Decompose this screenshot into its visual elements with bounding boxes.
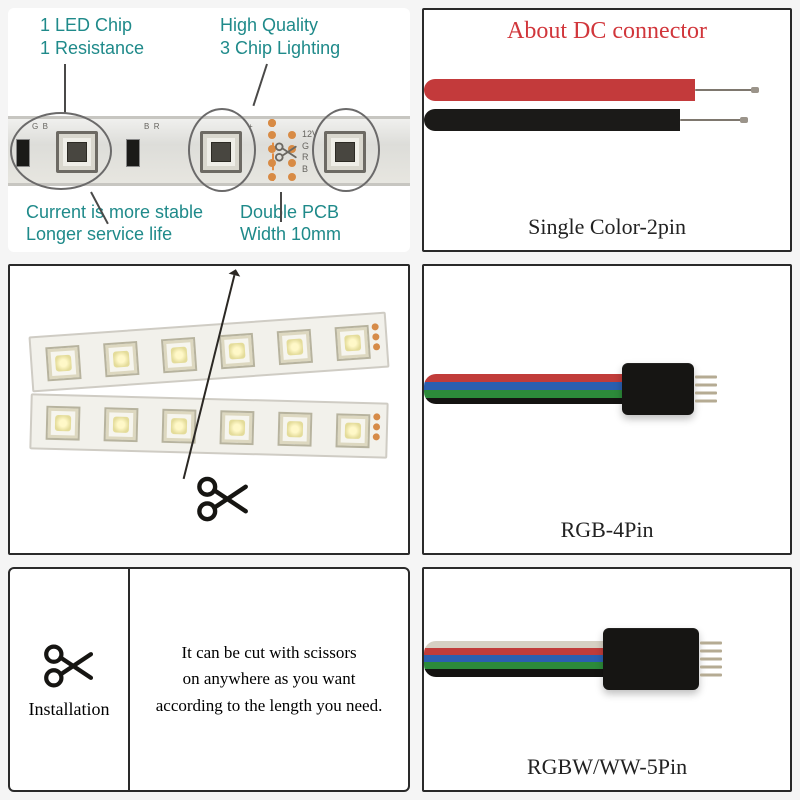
leader-line — [280, 192, 282, 222]
connector-plug — [603, 628, 699, 690]
panel-installation-note: Installation It can be cut with scissors… — [8, 567, 410, 792]
panel-cutting-demo — [8, 264, 410, 555]
callout-oval — [10, 112, 112, 190]
infographic-grid: 1 LED Chip 1 Resistance High Quality 3 C… — [8, 8, 792, 792]
panel-connector-4pin: RGB-4Pin — [422, 264, 792, 555]
installation-icon-cell: Installation — [10, 569, 130, 790]
callout-oval — [312, 108, 380, 192]
panel-connector-2pin: About DC connector Single Color-2pin — [422, 8, 792, 252]
connector-caption: RGBW/WW-5Pin — [424, 750, 790, 790]
four-pin-connector — [424, 266, 790, 513]
connectors-title: About DC connector — [424, 10, 790, 47]
connector-caption: RGB-4Pin — [424, 513, 790, 553]
wire-bundle — [424, 641, 607, 677]
wire-black — [424, 109, 680, 131]
callout-oval — [188, 108, 256, 192]
scissors-icon — [274, 140, 298, 164]
scissors-icon — [195, 471, 251, 527]
installation-note-text: It can be cut with scissors on anywhere … — [130, 569, 408, 790]
solder-pads — [371, 320, 380, 353]
wire-tip — [680, 119, 744, 121]
connector-plug — [622, 363, 694, 415]
label-stable: Current is more stable Longer service li… — [26, 201, 203, 246]
solder-pads — [373, 410, 381, 443]
panel-led-chip-diagram: 1 LED Chip 1 Resistance High Quality 3 C… — [8, 8, 410, 252]
leader-line — [64, 64, 66, 114]
wire-tip — [695, 89, 755, 91]
panel-connector-5pin: RGBW/WW-5Pin — [422, 567, 792, 792]
wire-bundle — [424, 374, 625, 404]
leader-line — [252, 64, 267, 106]
label-high-quality: High Quality 3 Chip Lighting — [220, 14, 340, 59]
label-double-pcb: Double PCB Width 10mm — [240, 201, 341, 246]
connector-pins — [694, 376, 717, 403]
label-led-chip: 1 LED Chip 1 Resistance — [40, 14, 144, 59]
resistor — [126, 139, 140, 167]
pcb-silkscreen: B R — [144, 123, 160, 131]
led-strip — [29, 393, 389, 458]
wire-red — [424, 79, 695, 101]
two-pin-wires — [424, 47, 790, 210]
five-pin-connector — [424, 569, 790, 750]
scissors-icon — [42, 639, 96, 693]
connector-caption: Single Color-2pin — [424, 210, 790, 250]
installation-label: Installation — [29, 699, 110, 720]
connector-pins — [699, 642, 722, 677]
